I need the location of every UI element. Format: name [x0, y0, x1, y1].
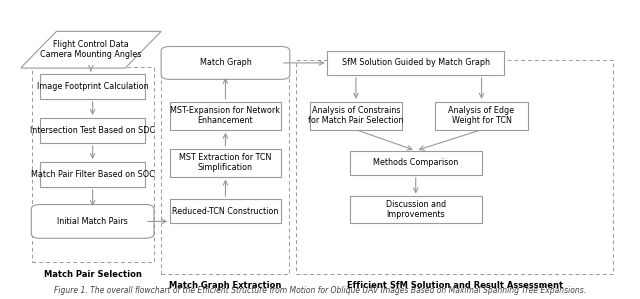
Text: Efficient SfM Solution and Result Assessment: Efficient SfM Solution and Result Assess… [346, 281, 563, 290]
FancyBboxPatch shape [170, 149, 281, 177]
FancyBboxPatch shape [40, 162, 145, 187]
Polygon shape [20, 31, 161, 68]
FancyBboxPatch shape [310, 102, 403, 130]
Text: Reduced-TCN Construction: Reduced-TCN Construction [172, 207, 278, 216]
Text: Intersection Test Based on SDC: Intersection Test Based on SDC [30, 126, 155, 135]
FancyBboxPatch shape [328, 51, 504, 75]
Text: Analysis of Edge
Weight for TCN: Analysis of Edge Weight for TCN [449, 106, 515, 126]
Bar [161, 60, 289, 274]
Text: Image Footprint Calculation: Image Footprint Calculation [37, 82, 148, 91]
Text: Flight Control Data
Camera Mounting Angles: Flight Control Data Camera Mounting Angl… [40, 40, 141, 60]
Bar [31, 67, 154, 263]
Text: Methods Comparison: Methods Comparison [373, 158, 458, 167]
Text: Match Graph: Match Graph [200, 58, 252, 68]
Text: MST-Expansion for Network
Enhancement: MST-Expansion for Network Enhancement [170, 106, 280, 126]
FancyBboxPatch shape [40, 74, 145, 99]
Bar [296, 60, 613, 274]
Text: Discussion and
Improvements: Discussion and Improvements [386, 200, 446, 219]
FancyBboxPatch shape [170, 102, 281, 130]
Text: Analysis of Constrains
for Match Pair Selection: Analysis of Constrains for Match Pair Se… [308, 106, 404, 126]
Text: Initial Match Pairs: Initial Match Pairs [57, 217, 128, 226]
FancyBboxPatch shape [435, 102, 528, 130]
FancyBboxPatch shape [31, 205, 154, 238]
Text: SfM Solution Guided by Match Graph: SfM Solution Guided by Match Graph [342, 58, 490, 68]
FancyBboxPatch shape [161, 47, 290, 79]
FancyBboxPatch shape [170, 199, 281, 223]
Text: Figure 1. The overall flowchart of the Efficient Structure from Motion for Obliq: Figure 1. The overall flowchart of the E… [54, 286, 586, 295]
Text: Match Pair Filter Based on SOC: Match Pair Filter Based on SOC [31, 170, 154, 179]
FancyBboxPatch shape [40, 118, 145, 143]
Text: MST Extraction for TCN
Simplification: MST Extraction for TCN Simplification [179, 153, 271, 173]
FancyBboxPatch shape [350, 151, 481, 175]
Text: Match Graph Extraction: Match Graph Extraction [169, 281, 282, 290]
Text: Match Pair Selection: Match Pair Selection [44, 270, 142, 279]
FancyBboxPatch shape [350, 196, 481, 223]
